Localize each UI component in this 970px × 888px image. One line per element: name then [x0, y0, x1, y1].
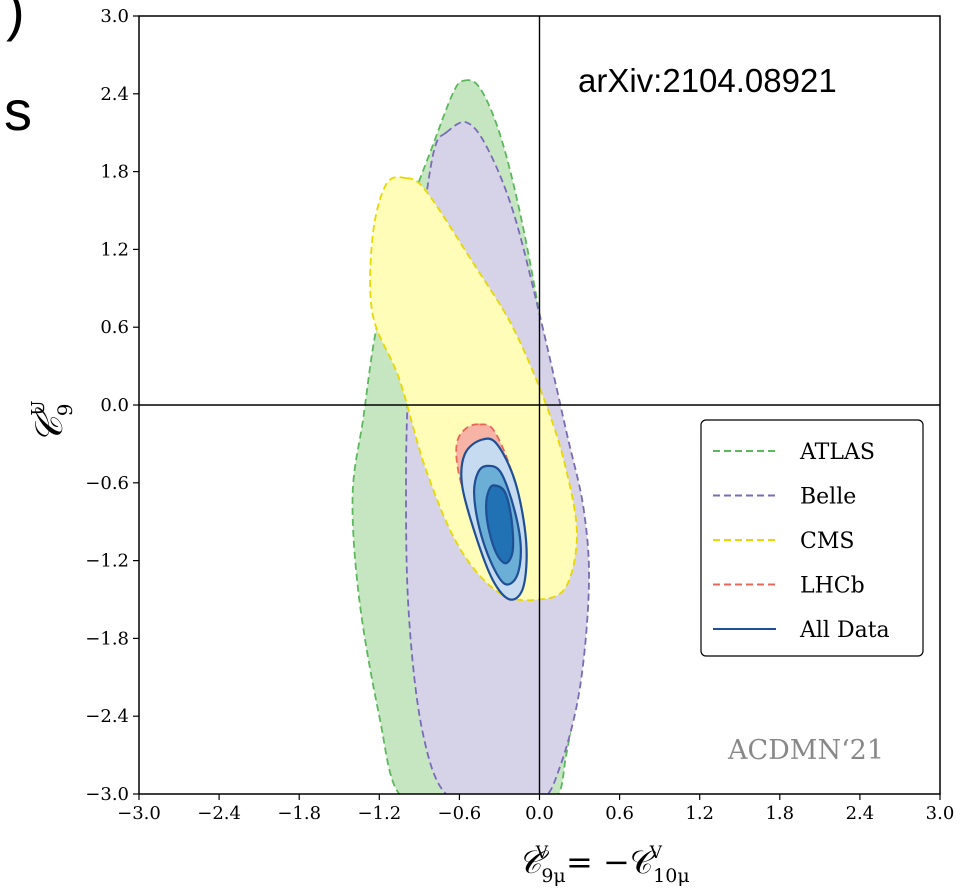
legend-frame	[700, 419, 924, 657]
all-data-region-level-3	[484, 484, 515, 565]
cut-off-glyph: s	[4, 79, 32, 142]
legend-label-lhcb: LHCb	[800, 574, 865, 599]
legend: ATLAS Belle CMS LHCb All Data	[700, 419, 924, 657]
x-axis-title: 𝒞9μV = −𝒞10μV	[518, 843, 690, 887]
x-tick-label: 2.4	[846, 803, 875, 824]
x-tick-label: 3.0	[926, 803, 955, 824]
y-tick-label: 1.8	[100, 162, 129, 183]
y-tick-label: 3.0	[100, 6, 129, 27]
arxiv-annotation: arXiv:2104.08921	[578, 62, 837, 99]
legend-label-cms: CMS	[800, 529, 854, 554]
reference-lines	[139, 16, 940, 794]
x-tick-label: −0.6	[438, 803, 482, 824]
x-tick-label: −1.2	[357, 803, 401, 824]
x-tick-label: 0.0	[525, 803, 554, 824]
legend-label-all-data: All Data	[799, 618, 890, 643]
y-tick-label: −0.6	[85, 473, 129, 494]
x-tick-label: −1.8	[277, 803, 321, 824]
y-axis-ticks: −3.0 −2.4 −1.8 −1.2 −0.6 0.0 0.6 1.2 1.8 2.4 3.0	[85, 6, 139, 805]
x-tick-label: −2.4	[197, 803, 241, 824]
legend-label-belle: Belle	[800, 485, 856, 510]
y-tick-label: 1.2	[100, 239, 129, 260]
y-axis-title: 𝒞9U	[27, 400, 77, 444]
y-tick-label: 2.4	[100, 84, 129, 105]
x-tick-label: 1.2	[685, 803, 714, 824]
confidence-regions	[351, 79, 590, 794]
legend-label-atlas: ATLAS	[799, 440, 875, 465]
y-tick-label: −2.4	[85, 706, 129, 727]
x-axis-ticks: −3.0 −2.4 −1.8 −1.2 −0.6 0.0 0.6 1.2 1.8 2.4 3.0	[117, 794, 954, 824]
y-tick-label: −1.8	[85, 628, 129, 649]
x-tick-label: 1.8	[765, 803, 794, 824]
cut-off-glyph: )	[6, 0, 25, 42]
x-tick-label: −3.0	[117, 803, 161, 824]
watermark: ACDMN‘21	[727, 735, 884, 766]
x-tick-label: 0.6	[605, 803, 634, 824]
y-tick-label: −1.2	[85, 551, 129, 572]
y-tick-label: 0.0	[100, 395, 129, 416]
y-tick-label: −3.0	[85, 784, 129, 805]
y-tick-label: 0.6	[100, 317, 129, 338]
